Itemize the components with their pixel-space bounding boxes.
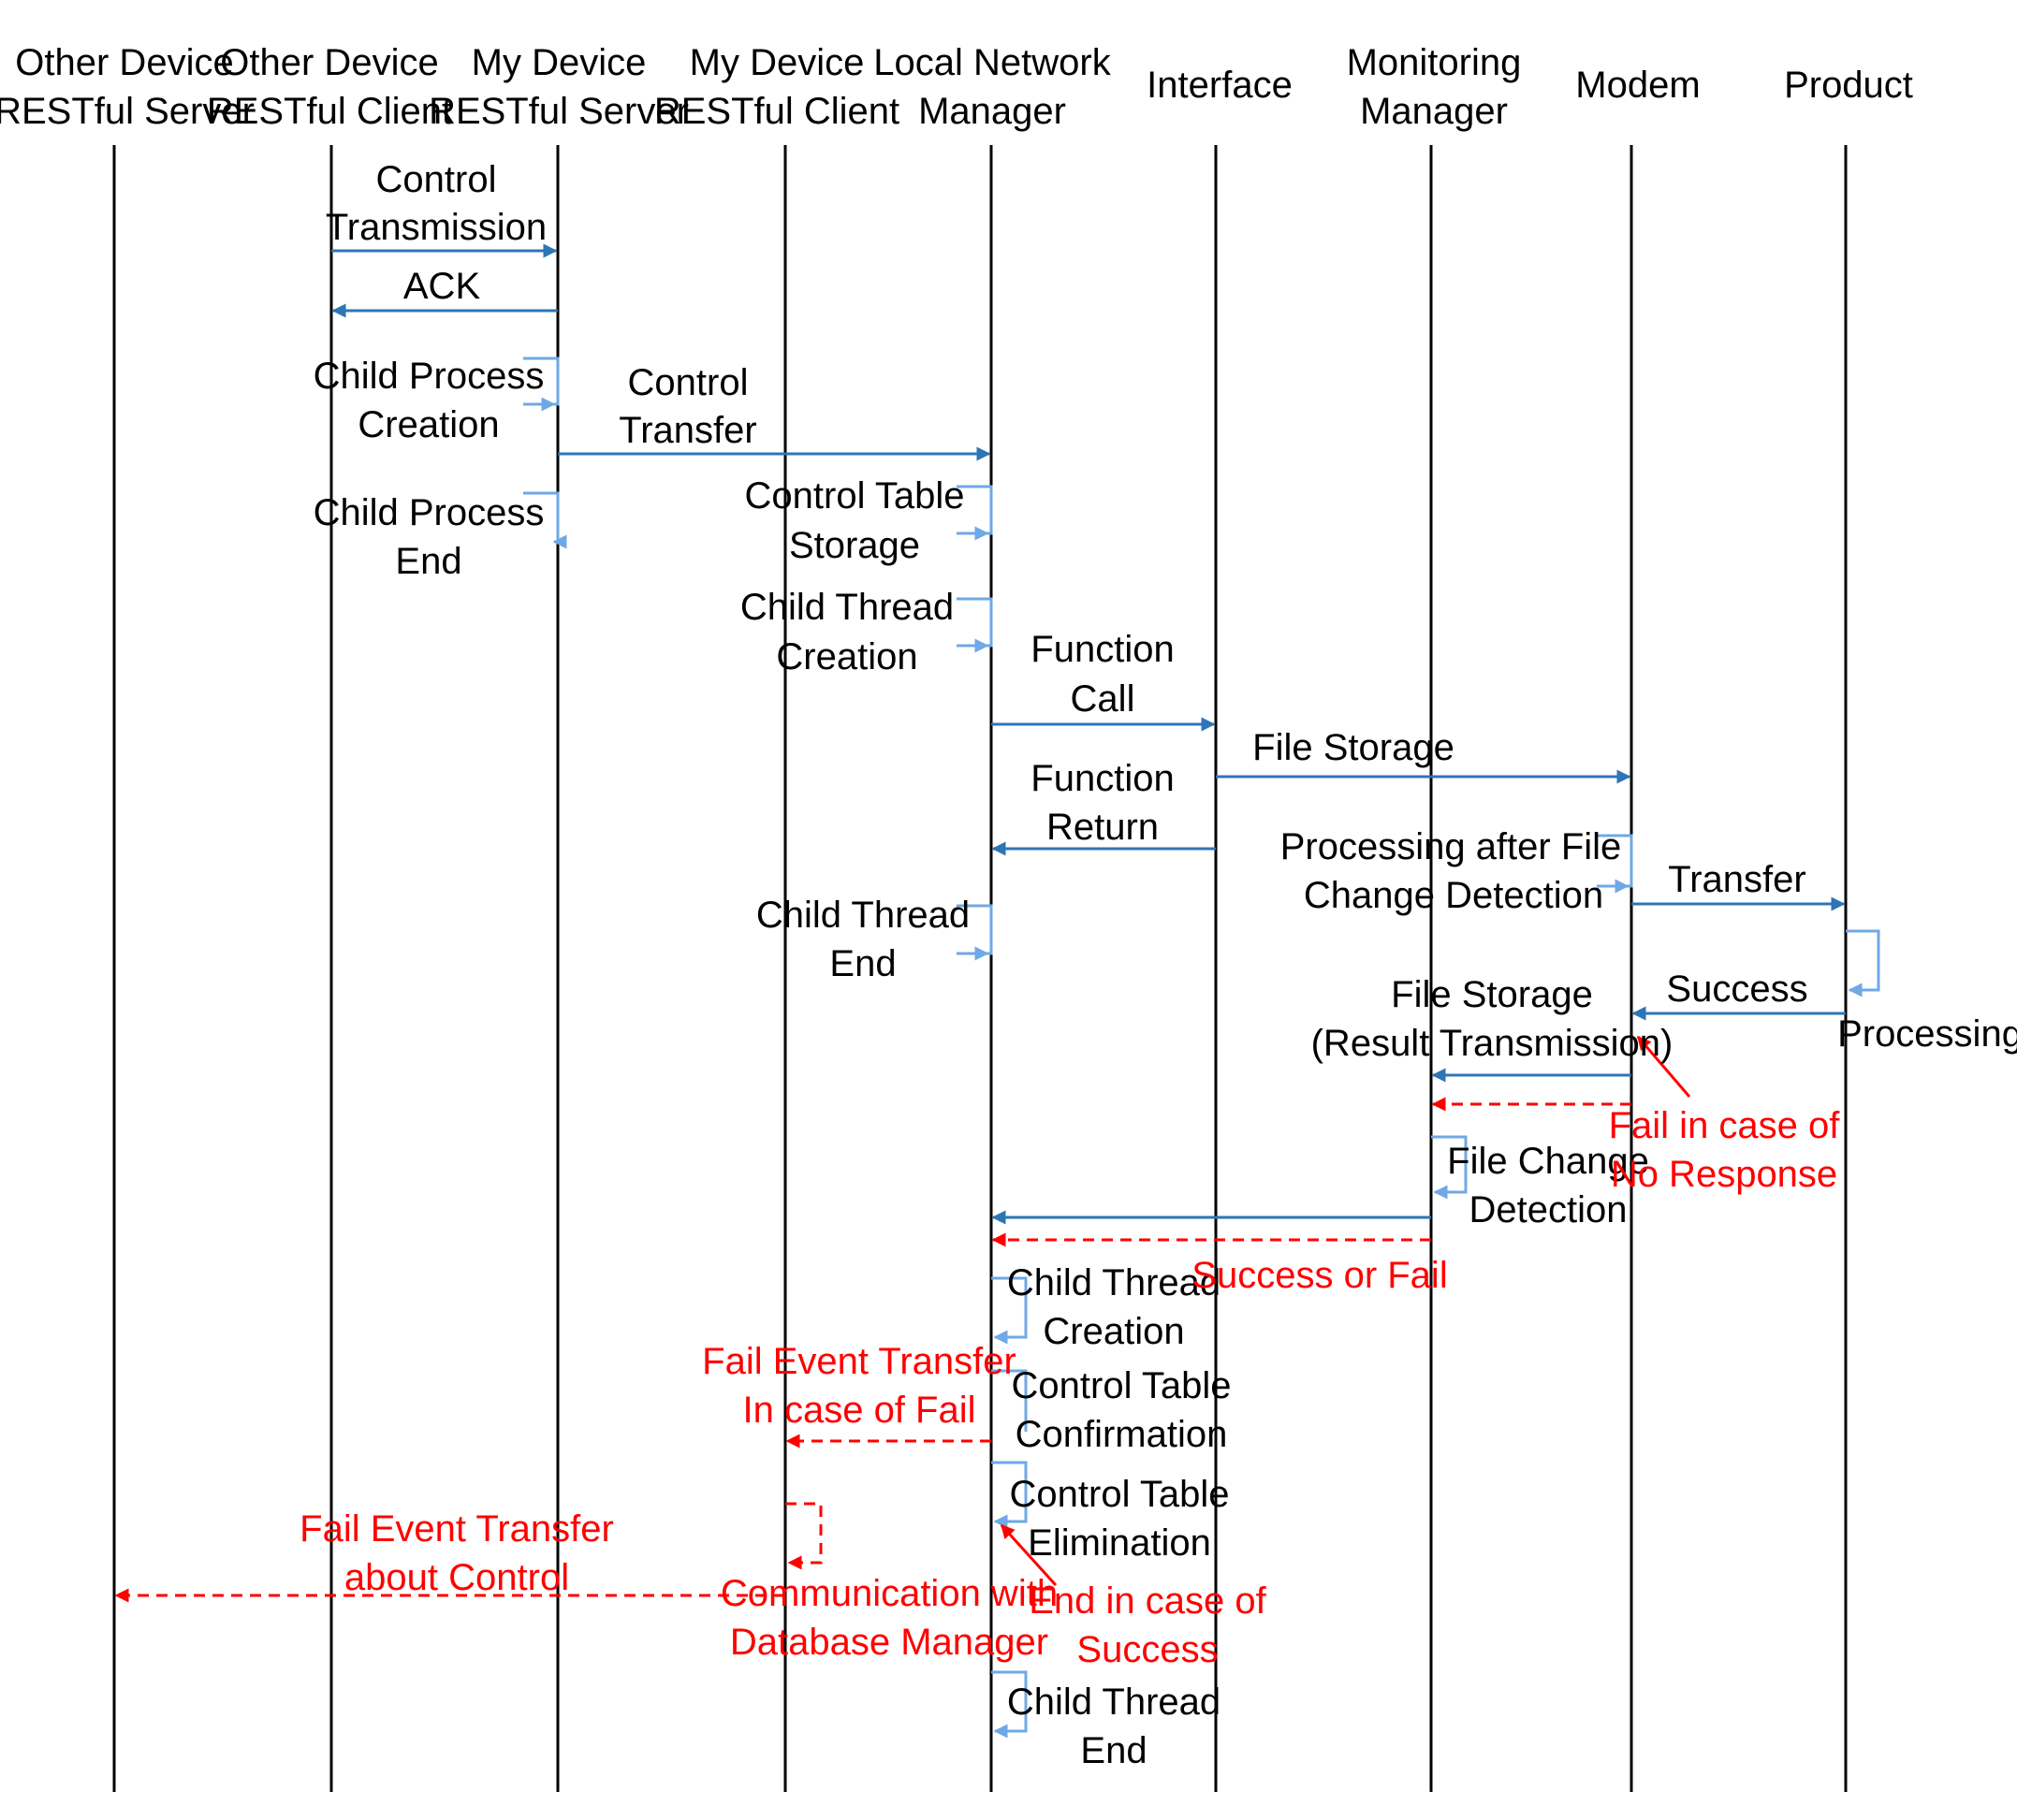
header-modem: Modem bbox=[1575, 65, 1700, 106]
self-loop-child-thread-creation-1 bbox=[957, 597, 993, 653]
messages bbox=[331, 243, 1846, 1225]
self-loop-control-table-confirmation bbox=[991, 1369, 1028, 1432]
label-control-table-storage-2: Storage bbox=[789, 525, 920, 566]
self-loop-product-processing bbox=[1846, 929, 1880, 997]
label-file-change-detection-2: Detection bbox=[1469, 1189, 1628, 1230]
pointer-arrows bbox=[1000, 1035, 1691, 1587]
self-loop-control-table-elimination bbox=[991, 1461, 1028, 1529]
header-my-device-client-line2: RESTful Client bbox=[654, 91, 899, 132]
header-local-network-manager-line1: Local Network bbox=[873, 42, 1111, 83]
label-function-return-1: Function bbox=[1030, 758, 1174, 799]
label-control-table-confirmation-1: Control Table bbox=[1012, 1365, 1232, 1406]
label-success: Success bbox=[1666, 968, 1807, 1010]
label-transfer: Transfer bbox=[1668, 859, 1805, 900]
self-loop-control-table-storage bbox=[957, 485, 993, 541]
header-monitoring-manager-line2: Manager bbox=[1360, 91, 1508, 132]
self-loop-child-thread-creation-2 bbox=[991, 1276, 1028, 1345]
label-control-table-confirmation-2: Confirmation bbox=[1016, 1414, 1228, 1455]
label-processing: Processing bbox=[1837, 1013, 2017, 1055]
pointer-end-in-case-of-success bbox=[1000, 1523, 1058, 1587]
label-child-thread-end-1a: Child Thread bbox=[756, 895, 970, 936]
label-fail-event-transfer-2: In case of Fail bbox=[742, 1390, 975, 1431]
label-function-call-1: Function bbox=[1030, 629, 1174, 670]
label-child-thread-end-2a: Child Thread bbox=[1007, 1682, 1220, 1723]
label-end-in-case-of-success-2: Success bbox=[1076, 1629, 1218, 1670]
label-control-transmission-2: Transmission bbox=[326, 207, 547, 248]
label-child-thread-creation-1b: Creation bbox=[776, 636, 917, 677]
label-control-transmission-1: Control bbox=[376, 159, 497, 200]
self-loop-processing-after-file-change bbox=[1597, 834, 1633, 894]
label-fail-no-response-2: No Response bbox=[1611, 1154, 1837, 1195]
header-other-device-server-line2: RESTful Server bbox=[0, 91, 255, 132]
fail-labels: Fail in case of No Response Success or F… bbox=[300, 1105, 1840, 1670]
label-child-process-creation-1: Child Process bbox=[314, 356, 545, 397]
self-loop-child-process-creation bbox=[523, 357, 560, 412]
label-child-thread-creation-1a: Child Thread bbox=[740, 587, 954, 628]
label-child-thread-creation-2b: Creation bbox=[1043, 1311, 1184, 1352]
label-control-table-elimination-2: Elimination bbox=[1028, 1522, 1211, 1564]
label-file-storage-result-1: File Storage bbox=[1391, 974, 1593, 1015]
header-monitoring-manager-line1: Monitoring bbox=[1347, 42, 1522, 83]
self-loop-communication-db bbox=[785, 1502, 823, 1570]
label-child-process-end-1: Child Process bbox=[314, 492, 545, 533]
self-loops bbox=[523, 357, 1880, 1739]
header-other-device-client-line2: RESTful Client bbox=[207, 91, 452, 132]
label-communication-db-2: Database Manager bbox=[730, 1622, 1048, 1663]
label-function-call-2: Call bbox=[1071, 678, 1135, 720]
label-function-return-2: Return bbox=[1046, 807, 1159, 848]
header-my-device-server-line2: RESTful Server bbox=[429, 91, 689, 132]
label-processing-after-file-change-2: Change Detection bbox=[1304, 875, 1603, 916]
label-fail-no-response-1: Fail in case of bbox=[1609, 1105, 1841, 1146]
self-loop-child-process-end bbox=[523, 491, 567, 549]
lifelines bbox=[112, 145, 1848, 1792]
label-control-table-elimination-1: Control Table bbox=[1010, 1474, 1230, 1515]
fail-messages bbox=[114, 1097, 1631, 1603]
self-loop-file-change-detection bbox=[1431, 1135, 1468, 1200]
header-my-device-client-line1: My Device bbox=[690, 42, 865, 83]
header-interface: Interface bbox=[1147, 65, 1293, 106]
label-child-thread-end-1b: End bbox=[829, 943, 896, 984]
self-loop-child-thread-end-2 bbox=[991, 1670, 1028, 1739]
label-control-transfer-1: Control bbox=[628, 362, 749, 403]
label-child-process-creation-2: Creation bbox=[358, 404, 499, 445]
label-ack: ACK bbox=[403, 266, 481, 307]
label-control-table-storage-1: Control Table bbox=[745, 475, 965, 517]
label-child-thread-end-2b: End bbox=[1080, 1730, 1147, 1771]
label-success-or-fail: Success or Fail bbox=[1191, 1255, 1447, 1296]
message-labels: Control Transmission ACK Child Process C… bbox=[314, 159, 2017, 1771]
header-product: Product bbox=[1784, 65, 1913, 106]
label-control-transfer-2: Transfer bbox=[619, 410, 756, 451]
participant-headers: Other Device RESTful Server Other Device… bbox=[0, 42, 1913, 132]
label-file-change-detection-1: File Change bbox=[1447, 1141, 1649, 1182]
label-file-storage: File Storage bbox=[1252, 727, 1454, 768]
header-local-network-manager-line2: Manager bbox=[918, 91, 1066, 132]
pointer-fail-no-response bbox=[1636, 1035, 1691, 1098]
label-fail-event-about-control-2: about Control bbox=[344, 1557, 569, 1598]
label-child-thread-creation-2a: Child Thread bbox=[1007, 1262, 1220, 1303]
label-file-storage-result-2: (Result Transmission) bbox=[1311, 1023, 1674, 1064]
header-other-device-server-line1: Other Device bbox=[15, 42, 233, 83]
label-communication-db-1: Communication with bbox=[721, 1573, 1058, 1614]
self-loop-child-thread-end-1 bbox=[957, 904, 993, 961]
header-other-device-client-line1: Other Device bbox=[220, 42, 438, 83]
header-my-device-server-line1: My Device bbox=[472, 42, 647, 83]
label-fail-event-transfer-1: Fail Event Transfer bbox=[702, 1341, 1016, 1382]
label-processing-after-file-change-1: Processing after File bbox=[1280, 826, 1622, 867]
label-end-in-case-of-success-1: End in case of bbox=[1029, 1580, 1266, 1622]
label-child-process-end-2: End bbox=[395, 541, 461, 582]
label-fail-event-about-control-1: Fail Event Transfer bbox=[300, 1508, 614, 1550]
